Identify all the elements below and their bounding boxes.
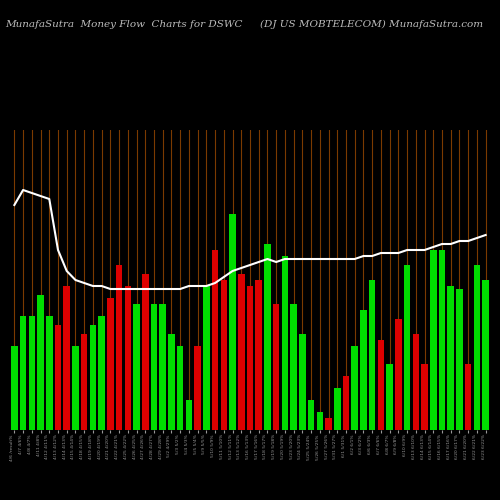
Bar [203,286,209,430]
Bar [142,274,148,430]
Bar [352,346,358,430]
Bar [299,334,306,430]
Bar [116,265,122,430]
Bar [378,340,384,430]
Bar [430,250,436,430]
Bar [256,280,262,430]
Bar [290,304,297,430]
Bar [326,418,332,430]
Bar [38,295,44,430]
Bar [438,250,446,430]
Bar [412,334,419,430]
Bar [246,286,254,430]
Bar [72,346,78,430]
Bar [404,265,410,430]
Bar [160,304,166,430]
Bar [369,280,376,430]
Bar [238,274,244,430]
Bar [54,325,62,430]
Bar [46,316,52,430]
Bar [64,286,70,430]
Bar [168,334,174,430]
Bar [150,304,158,430]
Bar [273,304,280,430]
Bar [220,280,227,430]
Bar [334,388,340,430]
Bar [90,325,96,430]
Bar [422,364,428,430]
Text: MunafaSutra  Money Flow  Charts for DSWC: MunafaSutra Money Flow Charts for DSWC [5,20,242,29]
Bar [316,412,323,430]
Bar [98,316,105,430]
Bar [107,298,114,430]
Bar [395,319,402,430]
Bar [11,346,18,430]
Bar [264,244,270,430]
Bar [212,250,218,430]
Bar [308,400,314,430]
Bar [448,286,454,430]
Bar [482,280,489,430]
Bar [342,376,349,430]
Bar [194,346,201,430]
Bar [465,364,471,430]
Bar [474,265,480,430]
Bar [230,214,236,430]
Bar [81,334,87,430]
Bar [20,316,26,430]
Bar [124,286,131,430]
Bar [360,310,366,430]
Bar [177,346,184,430]
Bar [186,400,192,430]
Bar [386,364,393,430]
Text: (DJ US MOBTELECOM) MunafaSutra.com: (DJ US MOBTELECOM) MunafaSutra.com [260,20,483,29]
Bar [456,289,462,430]
Bar [28,316,35,430]
Bar [282,256,288,430]
Bar [134,304,140,430]
